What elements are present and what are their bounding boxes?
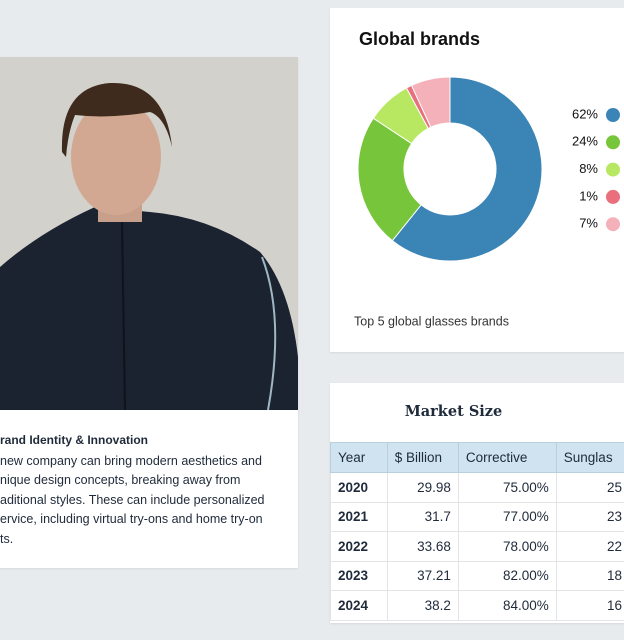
column-header: Corrective (457, 442, 557, 473)
legend-label: 24% (572, 134, 598, 149)
chart-title: Global brands (359, 29, 480, 49)
table-cell: 31.7 (386, 501, 459, 532)
column-header: Sunglas (555, 442, 624, 473)
profile-line: new company can bring modern aesthetics … (0, 453, 262, 468)
pie-slice (410, 76, 451, 128)
column-header: $ Billion (386, 442, 459, 473)
table-cell: 18 (555, 560, 624, 591)
legend-label: 1% (579, 188, 598, 203)
table-cell: 23 (555, 501, 624, 532)
pie-slice (391, 76, 543, 262)
profile-line: aditional styles. These can include pers… (0, 492, 265, 507)
table-cell: 2024 (330, 590, 388, 621)
table-title: Market Size (404, 403, 503, 420)
table-cell: 2023 (330, 560, 388, 591)
table-cell: 33.68 (386, 531, 459, 562)
table-cell: 16 (555, 590, 624, 621)
profile-card: rand Identity & Innovation new company c… (0, 57, 298, 568)
chart-card: Global brands Top 5 global glasses brand… (330, 8, 624, 352)
table-cell: 75.00% (457, 472, 557, 503)
profile-text: rand Identity & Innovation new company c… (0, 431, 265, 549)
table-row: 2020 29.98 75.00% 25 (330, 472, 624, 503)
table-cell: 38.2 (386, 590, 459, 621)
data-table: Year $ Billion Corrective Sunglas 2020 29.98 7… (330, 442, 624, 621)
table-row: 2021 31.7 77.00% 23 (330, 501, 624, 532)
table-cell: 77.00% (457, 501, 557, 532)
table-cell: 29.98 (386, 472, 459, 503)
table-cell: 84.00% (457, 590, 557, 621)
legend-marker (606, 135, 620, 150)
legend-marker (606, 189, 620, 204)
legend-marker (606, 108, 620, 122)
profile-line: ts. (0, 531, 14, 546)
table-cell: 37.21 (386, 560, 459, 591)
table-cell: 2020 (330, 472, 388, 503)
profile-heading: rand Identity & Innovation (0, 433, 149, 447)
table-cell: 82.00% (457, 560, 557, 591)
pie-slice (357, 117, 422, 242)
chart-note: Top 5 global glasses brands (354, 314, 509, 328)
legend-label: 62% (572, 106, 598, 121)
table-row: 2023 37.21 82.00% 18 (330, 560, 624, 591)
table-row: 2022 33.68 78.00% 22 (330, 531, 624, 562)
legend-label: 8% (579, 161, 598, 176)
table-card: Market Size Year $ Billion Corrective Sungl… (330, 383, 624, 623)
column-header: Year (330, 442, 388, 473)
table-cell: 2022 (330, 531, 388, 562)
legend-label: 7% (579, 216, 598, 231)
profile-line: nique design concepts, breaking away fro… (0, 473, 241, 487)
legend-marker (606, 162, 620, 177)
chart: Global brands Top 5 global glasses brand… (354, 29, 620, 328)
photo (0, 57, 298, 410)
profile-line: ervice, including virtual try-ons and ho… (0, 512, 263, 526)
table-cell: 25 (555, 472, 624, 503)
table-cell: 2021 (330, 501, 388, 532)
table-row: 2024 38.2 84.00% 16 (330, 590, 624, 621)
table-cell: 78.00% (457, 531, 557, 562)
table-cell: 22 (555, 531, 624, 562)
legend-marker (606, 217, 620, 232)
